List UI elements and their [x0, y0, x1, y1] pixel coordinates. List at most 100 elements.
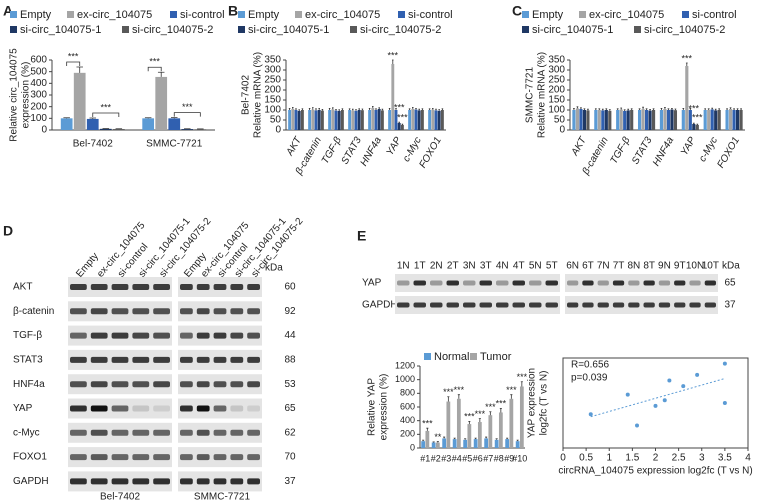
- error-bar: [312, 107, 314, 110]
- error-bar: [355, 109, 357, 111]
- bar: [616, 110, 620, 130]
- bar: [626, 110, 630, 130]
- legend-swatch: [398, 11, 405, 18]
- band: [111, 381, 129, 388]
- significance: ***: [496, 399, 507, 409]
- error-bar: [740, 108, 742, 110]
- point: [667, 378, 672, 383]
- bar: [597, 110, 601, 130]
- error-bar: [689, 108, 692, 110]
- band: [132, 308, 150, 315]
- band: [397, 280, 410, 286]
- error-bar: [499, 407, 502, 413]
- y-tick-label: 500: [30, 66, 47, 77]
- y-tick-label: 1200: [395, 360, 415, 370]
- error-bar: [338, 109, 340, 111]
- y-tick-label: 350: [264, 55, 281, 66]
- lane-label: 3T: [480, 261, 492, 272]
- bar: [484, 438, 489, 448]
- bracket: [173, 112, 201, 117]
- legend-swatch: [634, 26, 641, 33]
- y-axis-label: Relative mRNA (%): [253, 52, 264, 138]
- y-tick-label: 1000: [395, 374, 415, 384]
- band: [529, 280, 542, 286]
- x-tick-label: #3: [441, 453, 451, 463]
- band: [213, 381, 227, 388]
- band: [230, 381, 244, 388]
- error-bar: [598, 108, 601, 110]
- lane-label: 5N: [529, 261, 542, 272]
- error-bar: [157, 71, 165, 77]
- error-bar: [583, 108, 586, 110]
- band: [70, 429, 87, 436]
- bar: [314, 110, 318, 130]
- x-tick-label: 1: [606, 453, 612, 464]
- bar: [431, 109, 435, 130]
- error-bar: [368, 108, 371, 110]
- error-bar: [594, 108, 597, 110]
- band: [230, 429, 244, 436]
- annotation: R=0.656: [571, 360, 610, 371]
- bar: [388, 110, 392, 130]
- bar: [498, 412, 503, 448]
- band: [132, 332, 150, 339]
- error-bar: [478, 418, 481, 423]
- legend-label: Tumor: [480, 351, 512, 363]
- error-bar: [664, 107, 666, 109]
- error-bar: [707, 108, 710, 110]
- bar: [357, 110, 361, 130]
- y-tick-label: 800: [400, 388, 415, 398]
- error-bar: [438, 109, 440, 111]
- bar: [194, 129, 207, 130]
- band: [153, 429, 170, 436]
- error-bar: [729, 107, 732, 109]
- legend-swatch: [522, 26, 529, 33]
- band: [153, 308, 170, 315]
- band: [628, 280, 640, 286]
- band: [132, 381, 150, 388]
- error-bar: [674, 108, 677, 111]
- error-bar: [408, 108, 411, 110]
- bar: [328, 110, 332, 130]
- band: [247, 381, 260, 388]
- bar: [446, 401, 451, 448]
- kda-value: 65: [284, 403, 296, 414]
- lane-label: 1N: [397, 261, 410, 272]
- error-bar: [63, 117, 70, 119]
- bar: [414, 109, 418, 130]
- x-tick-label: c-Myc: [697, 135, 720, 164]
- error-bar: [170, 117, 178, 119]
- error-bar: [608, 109, 611, 111]
- row-label: c-Myc: [13, 427, 40, 438]
- band: [90, 381, 108, 388]
- y-axis-label: SMMC-7721: [525, 67, 536, 124]
- panel-label: E: [357, 228, 366, 244]
- bar: [728, 109, 733, 130]
- band: [132, 405, 150, 412]
- panel-label: B: [228, 3, 238, 19]
- error-bar: [605, 108, 608, 110]
- y-tick-label: 0: [410, 442, 415, 452]
- band: [180, 332, 193, 339]
- point: [695, 372, 700, 377]
- legend-label: Empty: [20, 9, 52, 21]
- band: [597, 302, 609, 308]
- significance: ***: [149, 57, 160, 67]
- bar: [608, 110, 612, 130]
- bar: [463, 439, 468, 448]
- legend-label: si-circ_104075-2: [360, 24, 441, 36]
- error-bar: [348, 108, 351, 110]
- bar: [368, 110, 372, 130]
- band: [230, 356, 244, 363]
- legend-swatch: [350, 26, 357, 33]
- bar: [391, 64, 395, 130]
- significance: ***: [394, 103, 405, 113]
- error-bar: [580, 107, 582, 109]
- band: [512, 280, 525, 286]
- error-bar: [474, 437, 477, 440]
- bar: [440, 110, 444, 130]
- band: [567, 302, 579, 308]
- band: [545, 302, 558, 308]
- bar: [575, 108, 580, 130]
- y-axis-label: YAP expression: [527, 368, 538, 438]
